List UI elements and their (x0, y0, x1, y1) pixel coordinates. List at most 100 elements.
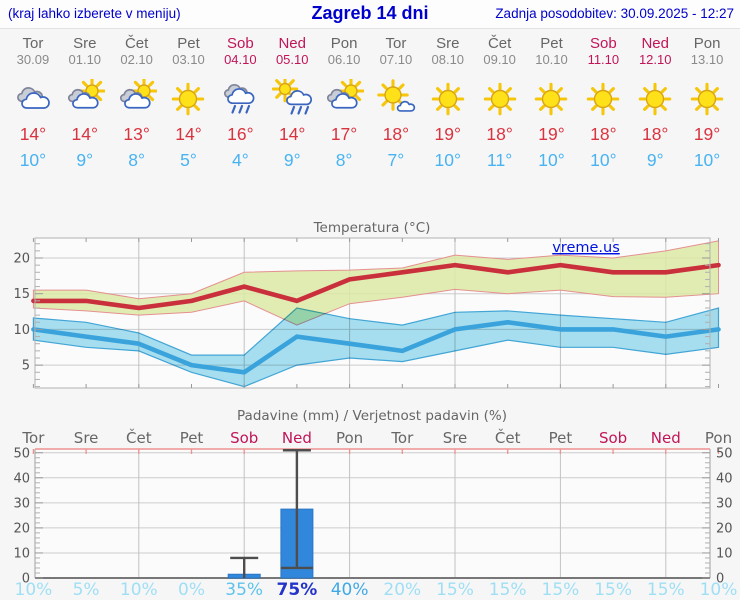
precip-probability: 20% (383, 580, 421, 600)
day-name: Čet (124, 35, 149, 52)
min-temperature: 10° (19, 150, 47, 170)
day-date: 12.10 (638, 52, 672, 67)
precip-probability: 40% (331, 580, 369, 600)
day-column: Tor 07.10 18° 7° (370, 30, 422, 173)
min-temperature: 10° (693, 150, 721, 170)
day-date: 09.10 (483, 52, 516, 67)
forecast-strip: Tor 30.09 14° 10° Sre 01.10 14° 9° Čet 0… (7, 30, 733, 173)
day-date: 01.10 (68, 52, 102, 67)
day-date: 03.10 (172, 52, 205, 67)
vreme-link[interactable]: vreme.us (552, 240, 620, 256)
precip-day-label: Sre (74, 429, 99, 447)
day-name: Sob (590, 35, 617, 52)
day-date: 08.10 (431, 52, 465, 67)
weather-icon-partly-cloudy (111, 79, 163, 119)
svg-text:10: 10 (13, 546, 30, 561)
weather-icon-sunny (526, 79, 578, 119)
precip-probability: 35% (225, 580, 263, 600)
precip-probability: 10% (700, 580, 738, 600)
weather-icon-cloudy (7, 79, 59, 119)
header: (kraj lahko izberete v meniju) Zagreb 14… (0, 0, 740, 29)
day-column: Pon 13.10 19° 10° (681, 30, 733, 173)
svg-text:5: 5 (22, 359, 30, 374)
max-temperature: 19° (538, 124, 565, 144)
precip-day-label: Pet (180, 429, 204, 447)
day-date: 11.10 (587, 52, 620, 67)
temperature-chart: 5 10 15 20 Temperatura (°C) vreme.us (13, 220, 721, 389)
precip-probability: 5% (73, 580, 100, 600)
min-temperature: 9° (76, 150, 94, 170)
precip-day-label: Tor (390, 429, 414, 447)
day-name: Sob (227, 35, 254, 52)
day-name: Tor (22, 35, 44, 52)
precipitation-chart: Tor Sre Čet Pet Sob Ned Pon Tor Sre Čet Pet Sob Ned P… (13, 408, 738, 600)
max-temperature: 18° (486, 124, 513, 144)
weather-icon-rain (214, 79, 266, 119)
max-temperature: 14° (175, 124, 202, 144)
max-temperature: 19° (693, 124, 721, 144)
day-column: Pet 10.10 19° 10° (526, 30, 578, 173)
svg-text:30: 30 (716, 496, 733, 511)
svg-text:50: 50 (13, 446, 30, 461)
precip-day-label: Sob (230, 429, 258, 447)
precip-probability: 15% (436, 580, 474, 600)
svg-text:30: 30 (13, 496, 30, 511)
day-name: Ned (641, 35, 669, 52)
precip-day-label: Sob (599, 429, 627, 447)
day-column: Čet 09.10 18° 11° (474, 30, 526, 173)
temp-min-line (31, 320, 721, 375)
max-temperature: 18° (382, 124, 410, 144)
svg-text:20: 20 (13, 521, 30, 536)
day-date: 02.10 (120, 52, 153, 67)
precip-probability: 0% (178, 580, 205, 600)
day-date: 07.10 (379, 52, 413, 67)
weather-icon-sunny (474, 79, 526, 119)
precip-probability: 15% (542, 580, 580, 600)
max-temperature: 18° (590, 124, 617, 144)
precip-day-label: Čet (495, 428, 521, 447)
max-temperature: 18° (641, 124, 669, 144)
day-name: Sre (73, 35, 97, 52)
day-column: Sob 11.10 18° 10° (577, 30, 629, 173)
svg-text:10: 10 (13, 323, 30, 338)
day-date: 30.09 (16, 52, 50, 67)
day-column: Ned 12.10 18° 9° (629, 30, 681, 173)
min-temperature: 11° (487, 150, 513, 170)
last-update: Zadnja posodobitev: 30.09.2025 - 12:27 (495, 6, 734, 21)
day-date: 05.10 (275, 52, 309, 67)
max-temperature: 16° (227, 124, 254, 144)
min-temperature: 4° (231, 150, 249, 170)
day-name: Pon (330, 35, 358, 52)
svg-text:10: 10 (716, 546, 733, 561)
day-name: Tor (385, 35, 407, 52)
svg-text:0: 0 (22, 572, 30, 587)
weather-icon-sunny (629, 79, 681, 119)
day-name: Sre (436, 35, 460, 52)
svg-text:0: 0 (716, 572, 724, 587)
max-temperature: 14° (71, 124, 98, 144)
day-name: Pon (693, 35, 721, 52)
min-temperature: 8° (335, 150, 353, 170)
day-name: Pet (540, 35, 563, 52)
day-column: Pet 03.10 14° 5° (163, 30, 215, 173)
precip-day-label: Pon (336, 429, 363, 447)
precip-chart-title: Padavine (mm) / Verjetnost padavin (%) (237, 408, 507, 424)
max-temperature: 14° (278, 124, 306, 144)
svg-text:15: 15 (13, 287, 30, 302)
day-date: 13.10 (690, 52, 724, 67)
max-temperature: 19° (434, 124, 461, 144)
weather-icon-sunny (163, 79, 215, 119)
min-temperature: 10° (538, 150, 565, 170)
weather-icon-sunny (681, 79, 733, 119)
day-name: Ned (278, 35, 306, 52)
precip-bars (227, 449, 314, 579)
day-column: Čet 02.10 13° 8° (111, 30, 163, 173)
precip-day-label: Pet (549, 429, 573, 447)
svg-text:20: 20 (716, 521, 733, 536)
day-column: Ned 05.10 14° 9° (266, 30, 318, 173)
max-temperature: 17° (330, 124, 358, 144)
svg-text:20: 20 (13, 252, 30, 267)
day-date: 04.10 (224, 52, 257, 67)
weather-icon-partly-cloudy (318, 79, 370, 119)
day-column: Pon 06.10 17° 8° (318, 30, 370, 173)
